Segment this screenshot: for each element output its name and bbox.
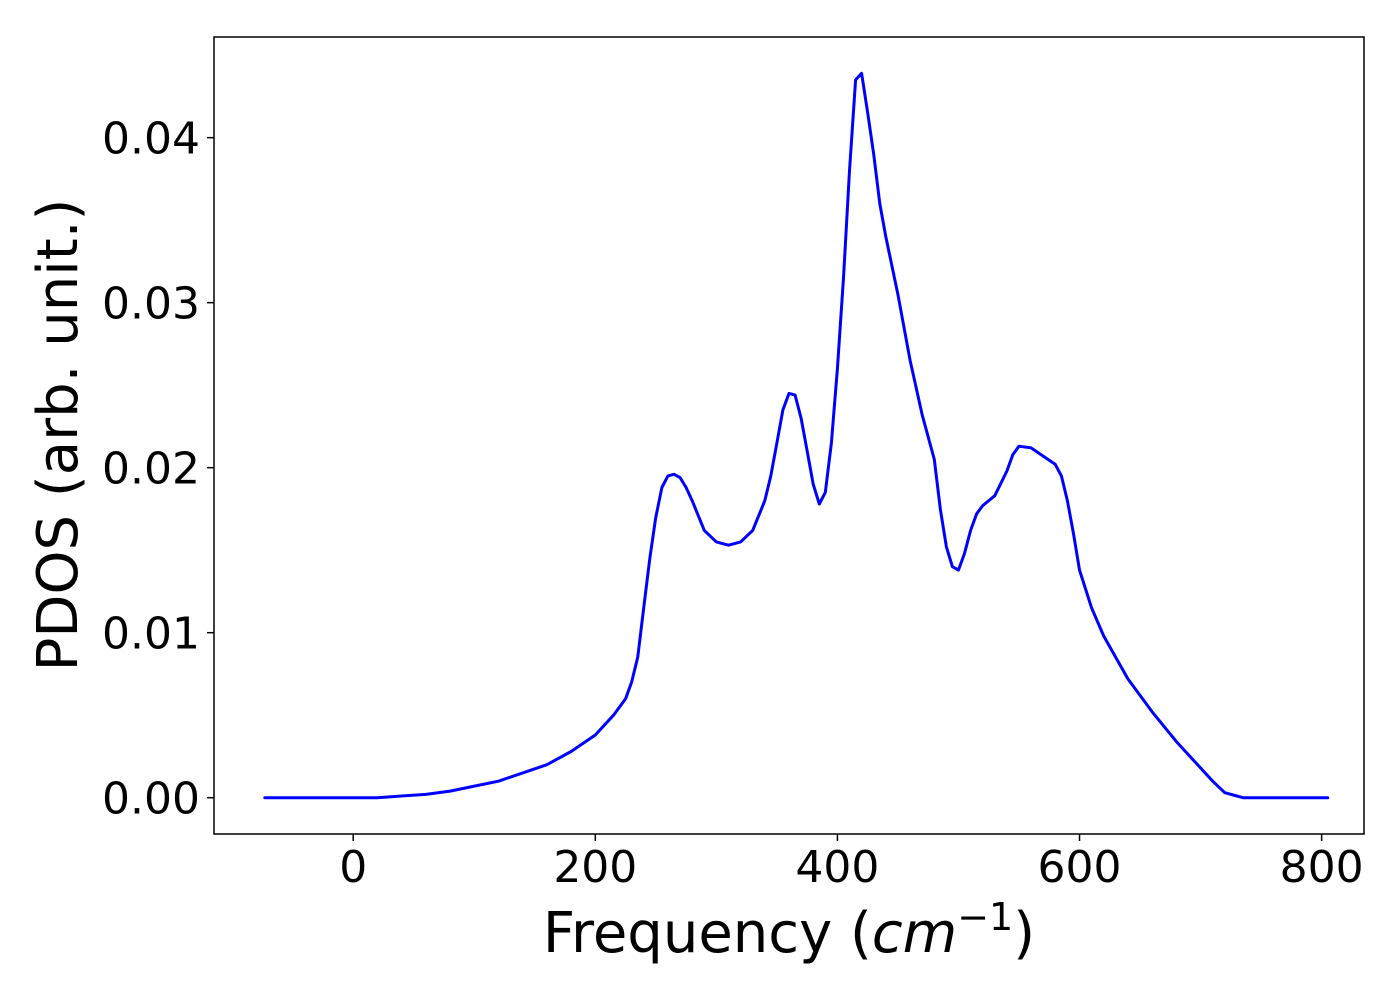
x-tick-label: 800 <box>1280 842 1364 893</box>
x-axis-label: Frequency (cm−1) <box>543 895 1035 966</box>
y-axis-ticks: 0.00 0.01 0.02 0.03 0.04 <box>102 114 214 825</box>
y-axis-label: PDOS (arb. unit.) <box>26 199 91 672</box>
plot-frame <box>213 36 1365 835</box>
y-tick-label: 0.02 <box>102 444 200 495</box>
x-tick-label: 200 <box>553 842 637 893</box>
y-tick-label: 0.04 <box>102 114 200 165</box>
pdos-series-line <box>263 71 1330 800</box>
x-axis-ticks: 0 200 400 600 800 <box>339 834 1364 893</box>
y-tick-label: 0.03 <box>102 279 200 330</box>
y-tick-label: 0.00 <box>102 774 200 825</box>
y-tick-label: 0.01 <box>102 609 200 660</box>
x-tick-label: 0 <box>339 842 367 893</box>
x-tick-label: 600 <box>1038 842 1122 893</box>
x-tick-label: 400 <box>795 842 879 893</box>
